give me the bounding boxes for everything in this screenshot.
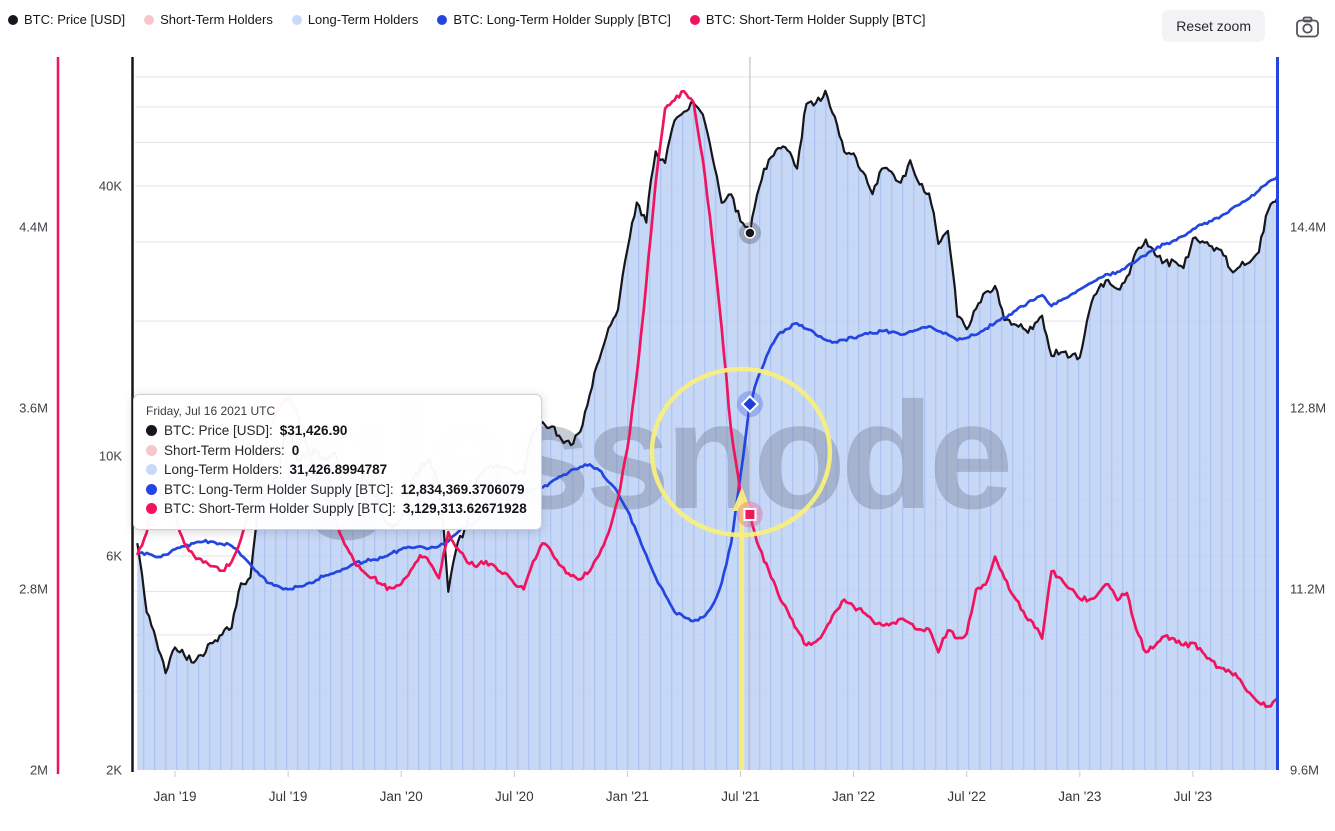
legend-item[interactable]: Short-Term Holders [144,12,273,27]
y-axis-tick-label: 40K [98,178,122,194]
legend-item[interactable]: BTC: Long-Term Holder Supply [BTC] [437,12,671,27]
tooltip-series-label: Short-Term Holders: [164,442,285,458]
tooltip-series-label: Long-Term Holders: [164,462,283,477]
legend-series-dot-icon [437,14,448,25]
y-axis-tick-label: 2M [29,762,48,778]
y-axis-tick-label: 2.8M [19,581,48,597]
legend-series-dot-icon [8,14,18,25]
legend: BTC: Price [USD] Short-Term Holders Long-T… [8,12,925,27]
x-axis-tick-label: Jan '19 [153,789,197,804]
legend-series-dot-icon [689,14,700,25]
tooltip-series-label: BTC: Short-Term Holder Supply [BTC]: [164,501,396,516]
tooltip-date: Friday, Jul 16 2021 UTC [146,404,276,418]
lth-marker-diamond [740,394,760,414]
x-axis-tick-label: Jul '23 [1173,789,1213,804]
sth-marker-square [743,507,757,521]
y-axis-tick-label: 3.6M [19,400,48,416]
tooltip-series-value: 31,426.8994787 [289,462,388,477]
tooltip-row: BTC: Short-Term Holder Supply [BTC]: 3,1… [146,499,527,519]
camera-icon[interactable] [1295,15,1321,39]
y-axis-tick-label: 14.4M [1290,219,1327,235]
y-axis-tick-label: 6K [106,548,122,564]
y-axis-tick-label: 9.6M [1290,762,1319,778]
x-axis-tick-label: Jul '22 [947,789,986,804]
x-axis-tick-label: Jul '19 [268,789,308,804]
y-axis-tick-label: 11.2M [1290,581,1326,597]
tooltip-series-dot-icon [146,425,157,437]
tooltip-series-label: BTC: Price [USD]: [164,423,273,438]
lth-supply-line [136,175,1278,623]
legend-series-label: Short-Term Holders [160,12,273,27]
legend-item[interactable]: BTC: Price [USD] [8,12,125,27]
x-axis-tick-label: Jan '22 [832,789,876,804]
legend-series-label: BTC: Price [USD] [24,12,126,27]
x-axis-tick-label: Jul '20 [494,789,534,804]
tooltip-series-label: BTC: Long-Term Holder Supply [BTC]: [164,481,394,497]
legend-item[interactable]: Long-Term Holders [291,12,419,27]
tooltip-row: Short-Term Holders: 0 [146,441,527,461]
tooltip-series-dot-icon [146,444,157,456]
legend-series-label: Long-Term Holders [307,12,419,27]
x-axis-tick-label: Jan '21 [605,789,649,804]
tooltip-row: BTC: Price [USD]: $31,426.90 [146,421,527,441]
y-axis-tick-label: 10K [98,448,122,464]
x-axis-tick-label: Jan '20 [379,789,423,804]
tooltip-series-value: 0 [291,442,300,458]
y-axis-tick-label: 4.4M [19,219,48,235]
tooltip-series-value: 3,129,313.62671928 [402,501,527,516]
legend-series-dot-icon [291,14,302,25]
legend-item[interactable]: BTC: Short-Term Holder Supply [BTC] [689,12,926,27]
x-axis-tick-label: Jan '23 [1058,789,1102,804]
x-axis-tick-label: Jul '21 [721,789,760,804]
toolbar: BTC: Price [USD] Short-Term Holders Long-T… [0,0,1335,48]
tooltip-series-dot-icon [146,483,157,495]
y-axis-tick-label: 12.8M [1290,400,1327,416]
legend-series-dot-icon [144,14,155,25]
tooltip-row: Long-Term Holders: 31,426.8994787 [146,460,527,480]
tooltip-series-dot-icon [146,464,157,476]
price-marker [744,227,756,239]
reset-zoom-button[interactable]: Reset zoom [1162,10,1265,42]
chart-tooltip: Friday, Jul 16 2021 UTC BTC: Price [USD]… [133,394,542,530]
tooltip-series-value: $31,426.90 [279,423,348,438]
tooltip-rows: BTC: Price [USD]: $31,426.90 Short-Term H… [146,421,527,519]
long-term-holders-area [137,90,1278,770]
arrow-annotation-head [732,487,752,511]
tooltip-series-dot-icon [146,503,157,515]
legend-series-label: BTC: Short-Term Holder Supply [BTC] [705,12,926,27]
tooltip-row: BTC: Long-Term Holder Supply [BTC]: 12,8… [146,480,527,500]
legend-series-label: BTC: Long-Term Holder Supply [BTC] [453,12,671,27]
y-axis-tick-label: 2K [106,762,122,778]
plot-area: glassnode [135,57,1278,770]
tooltip-series-value: 12,834,369.3706079 [400,481,525,497]
